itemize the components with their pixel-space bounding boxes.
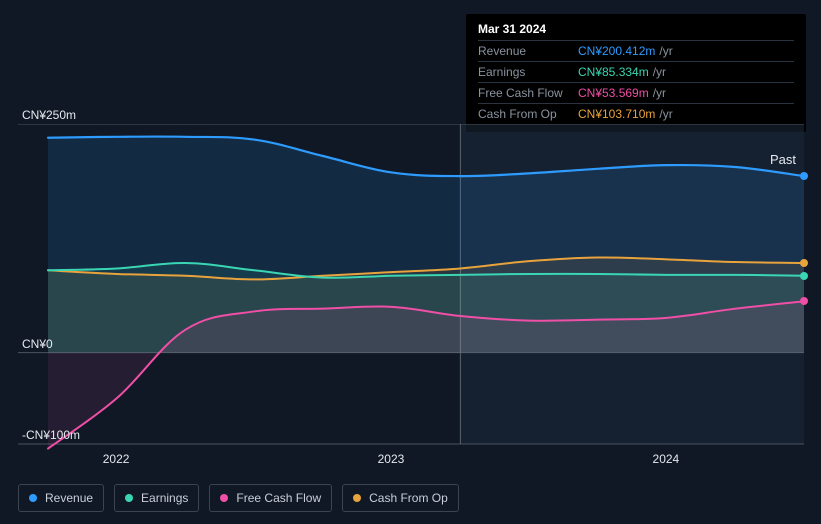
legend-dot-icon [29,494,37,502]
tooltip-row: Cash From OpCN¥103.710m/yr [478,103,794,124]
tooltip-rows: RevenueCN¥200.412m/yrEarningsCN¥85.334m/… [478,40,794,124]
series-end-marker [800,259,808,267]
tooltip-row-label: Free Cash Flow [478,86,578,100]
tooltip-row-unit: /yr [659,44,672,58]
tooltip-row-label: Cash From Op [478,107,578,121]
legend-label: Free Cash Flow [236,491,321,505]
tooltip-row: Free Cash FlowCN¥53.569m/yr [478,82,794,103]
x-axis-label: 2023 [378,452,405,466]
past-label: Past [770,152,796,167]
legend-dot-icon [220,494,228,502]
chart-area[interactable]: CN¥250mCN¥0-CN¥100m202220232024Past [18,124,804,484]
legend-dot-icon [353,494,361,502]
series-end-marker [800,272,808,280]
y-axis-label: CN¥250m [22,108,76,122]
tooltip-row: RevenueCN¥200.412m/yr [478,40,794,61]
legend-item[interactable]: Cash From Op [342,484,459,512]
legend: Revenue Earnings Free Cash Flow Cash From O… [18,484,459,512]
tooltip-row-value: CN¥103.710m [578,107,655,121]
series-end-marker [800,172,808,180]
chart-svg [18,124,804,480]
tooltip-row-unit: /yr [659,107,672,121]
tooltip-date: Mar 31 2024 [478,22,794,40]
tooltip-row-label: Revenue [478,44,578,58]
tooltip-row-value: CN¥53.569m [578,86,649,100]
tooltip-row-unit: /yr [653,86,666,100]
legend-item[interactable]: Earnings [114,484,199,512]
legend-item[interactable]: Free Cash Flow [209,484,332,512]
legend-item[interactable]: Revenue [18,484,104,512]
tooltip-row-value: CN¥85.334m [578,65,649,79]
x-axis-label: 2022 [103,452,130,466]
tooltip-row: EarningsCN¥85.334m/yr [478,61,794,82]
legend-label: Revenue [45,491,93,505]
legend-label: Earnings [141,491,188,505]
tooltip-row-label: Earnings [478,65,578,79]
tooltip-row-unit: /yr [653,65,666,79]
tooltip-row-value: CN¥200.412m [578,44,655,58]
chart-tooltip: Mar 31 2024 RevenueCN¥200.412m/yrEarning… [466,14,806,132]
y-axis-label: CN¥0 [22,337,53,351]
legend-dot-icon [125,494,133,502]
legend-label: Cash From Op [369,491,448,505]
x-axis-label: 2024 [653,452,680,466]
y-axis-label: -CN¥100m [22,428,80,442]
series-end-marker [800,297,808,305]
